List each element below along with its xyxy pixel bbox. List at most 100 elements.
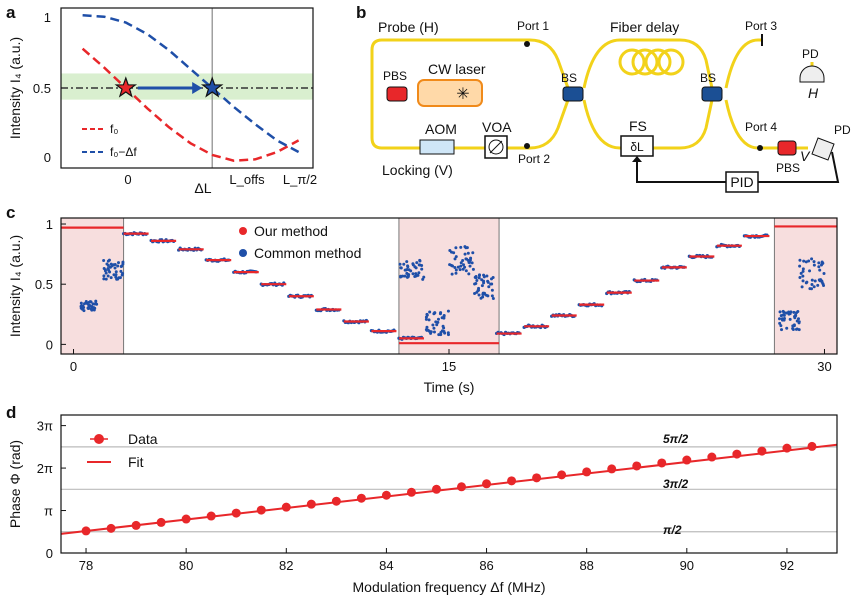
- common-noise-1-14: [102, 259, 105, 262]
- common-noise-4-25: [448, 249, 451, 252]
- common-noise-3-18: [425, 326, 428, 329]
- panel-d-point-24: [682, 456, 691, 465]
- panel-c-shade-0: [61, 218, 124, 354]
- common-noise-7-39: [802, 270, 805, 273]
- panel-d-point-1: [107, 524, 116, 533]
- label-cw-laser: CW laser: [428, 61, 486, 77]
- common-noise-4-33: [461, 259, 464, 262]
- common-noise-6-14: [778, 322, 781, 325]
- ref-label-pi2: π/2: [663, 523, 682, 537]
- panel-c-xtick-label-1: 15: [442, 359, 456, 374]
- common-noise-6-39: [785, 327, 788, 330]
- common-noise-4-7: [455, 269, 458, 272]
- common-noise-2-36: [415, 261, 418, 264]
- panel-d-point-17: [507, 476, 516, 485]
- common-noise-1-32: [121, 272, 124, 275]
- common-noise-7-33: [802, 260, 805, 263]
- label-port2: Port 2: [518, 152, 550, 166]
- common-noise-1-39: [107, 275, 110, 278]
- common-noise-7-9: [798, 265, 801, 268]
- common-noise-6-20: [789, 312, 792, 315]
- panel-d-xtick-label-6: 90: [680, 558, 694, 573]
- common-noise-1-37: [114, 263, 117, 266]
- panel-a-xtick-0: 0: [124, 172, 131, 187]
- common-noise-7-28: [808, 269, 811, 272]
- panel-b-letter: b: [356, 3, 366, 22]
- panel-d-xtick-label-1: 80: [179, 558, 193, 573]
- common-noise-5-16: [483, 275, 486, 278]
- common-noise-3-32: [433, 330, 436, 333]
- panel-c-ylabel: Intensity I₄ (a.u.): [7, 235, 23, 337]
- common-noise-6-34: [780, 314, 783, 317]
- common-noise-5-37: [475, 279, 478, 282]
- common-noise-3-38: [442, 317, 445, 320]
- common-noise-6-25: [779, 310, 782, 313]
- label-port3: Port 3: [745, 19, 777, 33]
- common-noise-7-20: [814, 280, 817, 283]
- pd-bottom-icon: [812, 138, 834, 160]
- common-noise-2-39: [420, 264, 423, 267]
- common-noise-7-14: [823, 272, 826, 275]
- common-noise-2-15: [422, 276, 425, 279]
- common-noise-4-26: [472, 268, 475, 271]
- panel-d-point-21: [607, 464, 616, 473]
- common-noise-3-4: [447, 310, 450, 313]
- common-noise-2-28: [418, 260, 421, 263]
- common-noise-1-38: [121, 261, 124, 264]
- common-noise-7-21: [817, 265, 820, 268]
- ref-label-3pi2: 3π/2: [663, 477, 689, 491]
- panel-a-ytick-05: 0.5: [33, 81, 51, 96]
- legend-our-method: Our method: [254, 223, 328, 239]
- feedback-arrow-icon: [632, 156, 642, 162]
- common-noise-2-10: [411, 272, 414, 275]
- panel-d-point-25: [707, 453, 716, 462]
- common-noise-3-31: [443, 332, 446, 335]
- common-noise-0-31: [83, 302, 86, 305]
- common-noise-5-22: [485, 275, 488, 278]
- common-noise-4-24: [466, 246, 469, 249]
- common-noise-5-33: [480, 278, 483, 281]
- common-noise-4-31: [450, 264, 453, 267]
- common-noise-6-38: [796, 319, 799, 322]
- common-noise-6-27: [780, 328, 783, 331]
- common-noise-2-27: [399, 266, 402, 269]
- panel-c-plot: [61, 218, 837, 354]
- legend-fit: Fit: [128, 454, 144, 470]
- common-noise-4-18: [471, 261, 474, 264]
- panel-c-letter: c: [6, 203, 15, 222]
- common-noise-1-18: [115, 270, 118, 273]
- common-noise-4-9: [464, 253, 467, 256]
- common-noise-0-37: [80, 304, 83, 307]
- common-noise-7-24: [801, 275, 804, 278]
- common-noise-3-24: [432, 327, 435, 330]
- common-noise-7-13: [810, 257, 813, 260]
- common-noise-4-28: [467, 272, 470, 275]
- common-noise-6-24: [795, 328, 798, 331]
- common-noise-3-27: [431, 324, 434, 327]
- common-noise-5-32: [490, 277, 493, 280]
- common-noise-5-5: [478, 273, 481, 276]
- fiber-arm-upper: [584, 40, 712, 88]
- pbs-right-component: [778, 141, 796, 155]
- common-noise-0-27: [88, 301, 91, 304]
- common-noise-6-32: [794, 314, 797, 317]
- common-noise-7-35: [813, 285, 816, 288]
- common-noise-5-28: [487, 285, 490, 288]
- panel-d-point-3: [157, 518, 166, 527]
- panel-c-ytick-label-0: 0: [46, 337, 53, 352]
- common-noise-3-36: [435, 323, 438, 326]
- common-noise-1-35: [105, 272, 108, 275]
- common-noise-1-24: [108, 259, 111, 262]
- panel-d-ytick-label-3: 3π: [37, 419, 53, 434]
- common-noise-6-8: [778, 317, 781, 320]
- common-noise-1-19: [119, 276, 122, 279]
- common-noise-7-32: [810, 287, 813, 290]
- common-noise-2-30: [413, 275, 416, 278]
- fiber-port3: [726, 40, 762, 88]
- common-noise-4-38: [453, 266, 456, 269]
- panel-c-ytick-label-1: 0.5: [35, 277, 53, 292]
- common-noise-6-33: [796, 310, 799, 313]
- common-noise-2-37: [406, 265, 409, 268]
- panel-c-xlabel: Time (s): [424, 379, 475, 395]
- label-pbs-left: PBS: [383, 69, 407, 83]
